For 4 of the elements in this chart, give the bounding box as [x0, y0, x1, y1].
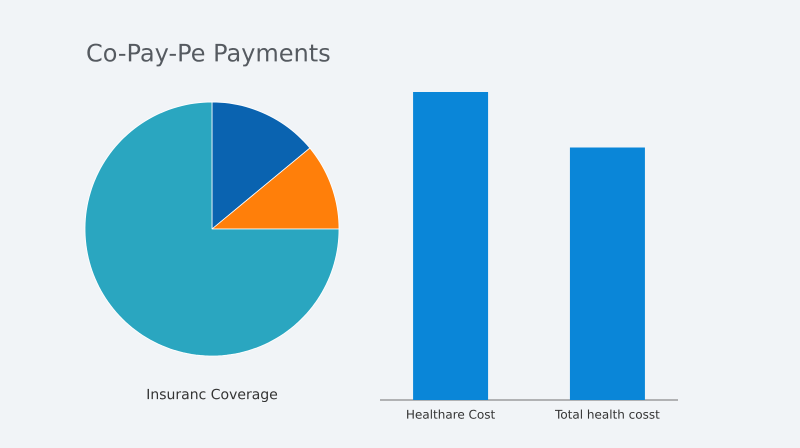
x-tick-label: Healthare Cost — [407, 410, 495, 419]
text: Insuranc Coverage — [148, 388, 278, 402]
x-tick-label: Total health cosst — [555, 410, 660, 419]
chart-title: Co-Pay-Pe Payments — [87, 44, 330, 66]
